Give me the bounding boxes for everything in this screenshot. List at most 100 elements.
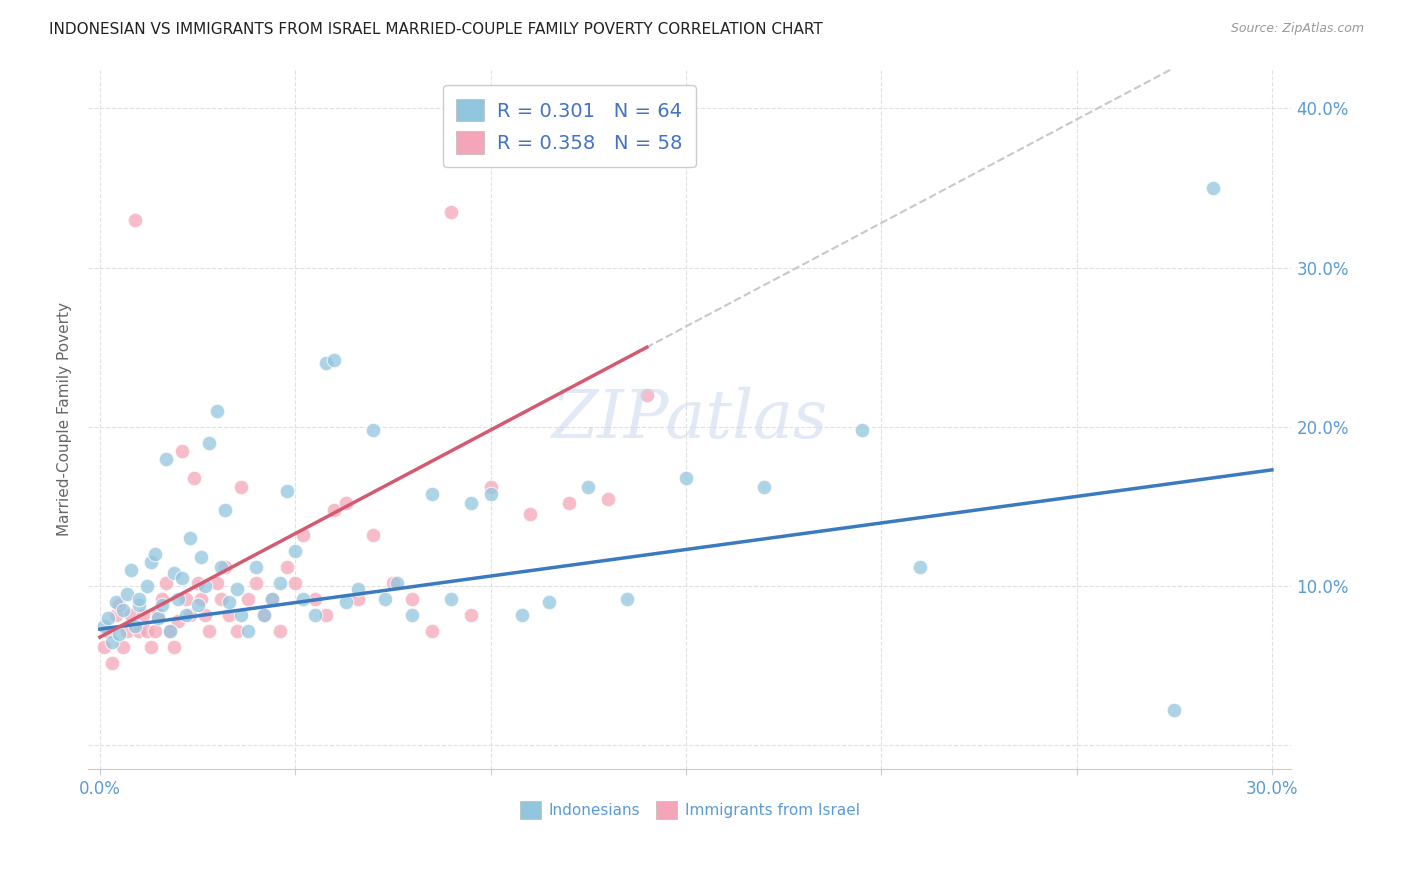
Point bbox=[179, 607, 201, 622]
Point bbox=[225, 624, 247, 638]
Point bbox=[538, 595, 561, 609]
Point bbox=[401, 607, 423, 622]
Point bbox=[510, 607, 533, 622]
Point bbox=[183, 471, 205, 485]
Point bbox=[323, 353, 346, 368]
Point bbox=[205, 576, 228, 591]
Point bbox=[276, 560, 298, 574]
Point bbox=[112, 603, 135, 617]
Point bbox=[381, 576, 404, 591]
Point bbox=[752, 480, 775, 494]
Point bbox=[910, 560, 932, 574]
Point bbox=[143, 624, 166, 638]
Point bbox=[557, 496, 579, 510]
Point bbox=[229, 480, 252, 494]
Point bbox=[385, 576, 408, 591]
Point bbox=[108, 627, 131, 641]
Point bbox=[675, 471, 697, 485]
Point bbox=[112, 640, 135, 654]
Point bbox=[479, 480, 502, 494]
Point bbox=[187, 599, 209, 613]
Point bbox=[174, 591, 197, 606]
Point bbox=[205, 404, 228, 418]
Point bbox=[163, 640, 186, 654]
Point bbox=[100, 656, 122, 670]
Point bbox=[218, 607, 240, 622]
Point bbox=[214, 560, 236, 574]
Point bbox=[124, 619, 146, 633]
Point bbox=[214, 502, 236, 516]
Point bbox=[335, 496, 357, 510]
Point bbox=[420, 624, 443, 638]
Point bbox=[167, 614, 190, 628]
Point bbox=[128, 599, 150, 613]
Point bbox=[150, 599, 173, 613]
Point bbox=[616, 591, 638, 606]
Point bbox=[260, 591, 283, 606]
Point bbox=[115, 624, 138, 638]
Point bbox=[143, 547, 166, 561]
Point bbox=[120, 607, 142, 622]
Point bbox=[335, 595, 357, 609]
Point bbox=[519, 508, 541, 522]
Point bbox=[440, 591, 463, 606]
Point bbox=[128, 591, 150, 606]
Point bbox=[440, 205, 463, 219]
Point bbox=[170, 443, 193, 458]
Point bbox=[159, 624, 181, 638]
Text: ZIPatlas: ZIPatlas bbox=[551, 386, 828, 451]
Point bbox=[269, 576, 291, 591]
Point bbox=[120, 563, 142, 577]
Point bbox=[229, 607, 252, 622]
Point bbox=[245, 576, 267, 591]
Point bbox=[198, 624, 221, 638]
Point bbox=[187, 576, 209, 591]
Point bbox=[159, 624, 181, 638]
Point bbox=[108, 599, 131, 613]
Point bbox=[115, 587, 138, 601]
Point bbox=[284, 576, 307, 591]
Point bbox=[190, 550, 212, 565]
Point bbox=[284, 544, 307, 558]
Point bbox=[93, 640, 115, 654]
Point bbox=[139, 555, 162, 569]
Point bbox=[135, 624, 157, 638]
Point bbox=[245, 560, 267, 574]
Point bbox=[135, 579, 157, 593]
Point bbox=[596, 491, 619, 506]
Point bbox=[315, 356, 337, 370]
Point bbox=[238, 624, 260, 638]
Point bbox=[198, 435, 221, 450]
Point bbox=[209, 591, 232, 606]
Legend: Indonesians, Immigrants from Israel: Indonesians, Immigrants from Israel bbox=[513, 795, 866, 825]
Point bbox=[851, 423, 873, 437]
Point bbox=[170, 571, 193, 585]
Point bbox=[225, 582, 247, 597]
Point bbox=[124, 212, 146, 227]
Point bbox=[260, 591, 283, 606]
Point bbox=[163, 566, 186, 581]
Point bbox=[190, 591, 212, 606]
Point bbox=[346, 591, 368, 606]
Point bbox=[363, 423, 385, 437]
Point bbox=[253, 607, 276, 622]
Point bbox=[269, 624, 291, 638]
Point bbox=[128, 624, 150, 638]
Point bbox=[97, 624, 120, 638]
Point bbox=[174, 607, 197, 622]
Point bbox=[97, 611, 120, 625]
Point bbox=[139, 640, 162, 654]
Point bbox=[253, 607, 276, 622]
Point bbox=[460, 607, 482, 622]
Point bbox=[276, 483, 298, 498]
Point bbox=[460, 496, 482, 510]
Point bbox=[155, 451, 177, 466]
Point bbox=[292, 528, 315, 542]
Point bbox=[363, 528, 385, 542]
Point bbox=[100, 635, 122, 649]
Point bbox=[209, 560, 232, 574]
Point bbox=[636, 388, 658, 402]
Text: INDONESIAN VS IMMIGRANTS FROM ISRAEL MARRIED-COUPLE FAMILY POVERTY CORRELATION C: INDONESIAN VS IMMIGRANTS FROM ISRAEL MAR… bbox=[49, 22, 823, 37]
Point bbox=[132, 607, 155, 622]
Point bbox=[148, 607, 170, 622]
